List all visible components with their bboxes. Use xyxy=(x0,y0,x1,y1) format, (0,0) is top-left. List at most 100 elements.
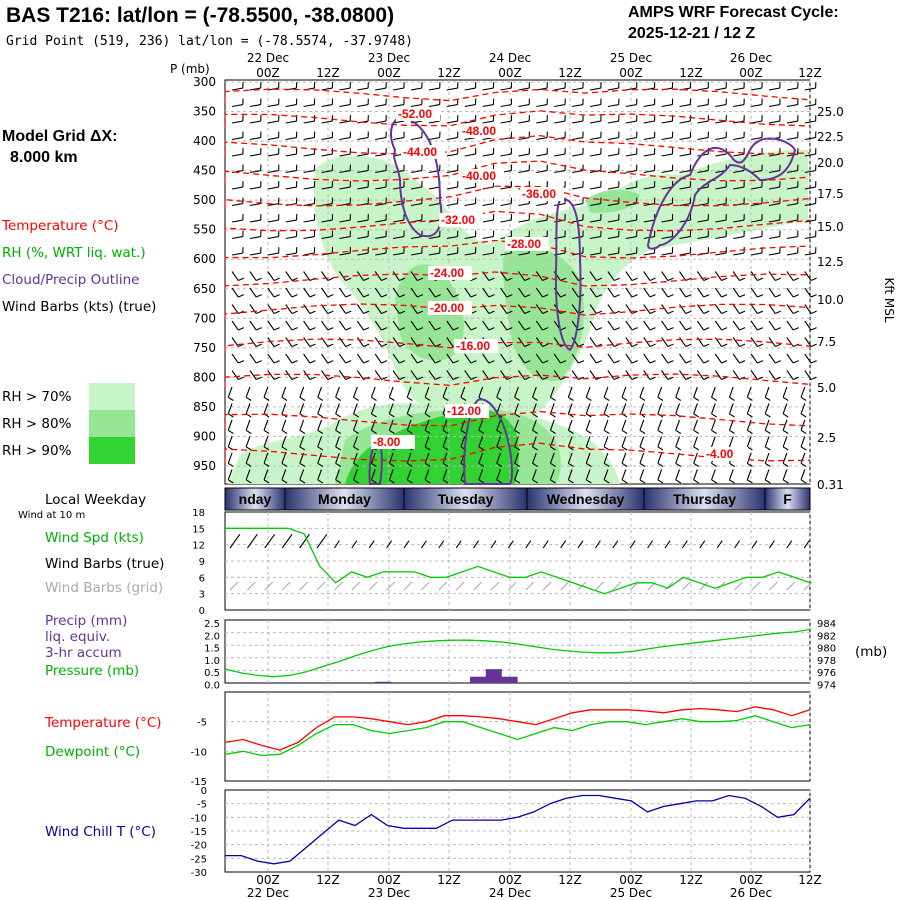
weekday-label: F xyxy=(783,491,792,507)
wind-barb-shaft xyxy=(353,436,358,448)
wind-barb-flag xyxy=(470,360,477,364)
wind-barb-shaft xyxy=(571,304,579,314)
wind-barb-shaft xyxy=(567,403,573,415)
wind-barb-shaft xyxy=(464,320,472,331)
weekday-label: Monday xyxy=(318,491,371,507)
wind-barb-flag xyxy=(649,376,656,381)
wind-barb-flag xyxy=(800,429,807,434)
wind-barb-flag xyxy=(335,446,342,451)
wind-barb-shaft xyxy=(335,452,340,464)
wind-barb-shaft xyxy=(661,287,669,298)
wind-barb-shaft xyxy=(285,252,297,256)
wind-barb-shaft xyxy=(733,252,745,256)
temperature-label-bg xyxy=(520,187,564,201)
wind-barb-flag xyxy=(649,343,656,348)
wind-barb-shaft xyxy=(715,186,727,190)
wind-barb-flag xyxy=(238,277,245,282)
wind-10m-label: Wind at 10 m xyxy=(18,510,85,521)
wind-barb-flag xyxy=(452,376,459,381)
wind-barb-shaft xyxy=(625,271,633,281)
wind-barb-shaft xyxy=(804,104,816,108)
wind-barb-shaft xyxy=(339,87,351,91)
wind-barb-flag xyxy=(631,310,638,315)
rh70-swatch xyxy=(89,383,135,410)
legend-temperature: Temperature (°C) xyxy=(1,218,119,234)
wind-barb-shaft xyxy=(478,452,484,464)
isotherm-line xyxy=(224,373,811,388)
isotherm-line xyxy=(224,410,811,428)
barb-true xyxy=(525,540,532,549)
wind-barb-flag xyxy=(649,327,656,331)
wind-barb-shaft xyxy=(643,320,651,331)
wind-barb-flag xyxy=(703,277,710,282)
wind-barb-flag xyxy=(703,310,710,315)
temperature-label: -44.00 xyxy=(403,145,437,159)
wind-barb-shaft xyxy=(356,370,365,380)
wind-barb-flag xyxy=(703,327,710,331)
bottom-date-label: 26 Dec xyxy=(730,886,772,900)
wind-barb-flag xyxy=(729,429,735,434)
wind-barb-shaft xyxy=(675,403,681,415)
temperature-label-bg xyxy=(401,145,445,159)
wind-barb-flag xyxy=(227,479,234,484)
wind-barb-shaft xyxy=(446,252,458,256)
wind-barb-shaft xyxy=(267,104,279,108)
barb-true xyxy=(629,540,636,549)
wind-barb-shaft xyxy=(321,104,333,108)
wind-barb-shaft xyxy=(585,386,591,398)
wind-barb-shaft xyxy=(496,452,502,464)
wind-barb-flag xyxy=(442,462,449,467)
wind-barb-flag xyxy=(353,413,359,418)
barb-true xyxy=(229,533,241,549)
wind-barb-shaft xyxy=(393,219,405,223)
pressure-tick-label: 976 xyxy=(817,668,836,679)
wind-barb-flag xyxy=(353,479,359,484)
cloud-outline-mid xyxy=(554,198,582,352)
wind-barb-shaft xyxy=(733,87,745,91)
wind-barb-shaft xyxy=(728,419,734,431)
wind-barb-flag xyxy=(792,277,799,282)
wind-barb-shaft xyxy=(249,203,261,207)
grid-spacing-value: 8.000 km xyxy=(10,149,78,166)
wind-barb-flag xyxy=(424,462,431,467)
wind-barb-shaft xyxy=(357,153,369,157)
isotherm-line xyxy=(224,303,811,318)
wind-barb-shaft xyxy=(442,436,448,448)
wind-barb-shaft xyxy=(410,203,422,207)
forecast-cycle-value: 2025-12-21 / 12 Z xyxy=(628,25,755,42)
wind-barb-shaft xyxy=(657,452,663,464)
temperature-label: -4.00 xyxy=(706,447,734,461)
barb-grid xyxy=(438,581,448,591)
wind-barb-shaft xyxy=(285,304,293,314)
wind-barb-shaft xyxy=(532,386,537,398)
wind-barb-flag xyxy=(621,479,628,484)
wind-barb-flag xyxy=(613,294,620,298)
wind-barb-flag xyxy=(585,396,592,401)
bottom-date-axis: 22 Dec 23 Dec 24 Dec 25 Dec 26 Dec xyxy=(247,886,772,900)
wind-barb-flag xyxy=(639,396,646,401)
wind-barb-shaft xyxy=(299,419,305,431)
wind-barb-shaft xyxy=(424,386,430,398)
wind-barb-flag xyxy=(721,343,728,348)
wind-barb-flag xyxy=(327,294,334,298)
wind-barb-flag xyxy=(729,413,735,418)
wind-barb-shaft xyxy=(535,287,544,298)
wind-barb-shaft xyxy=(715,219,727,223)
wind-barb-shaft xyxy=(231,104,243,108)
barb-true xyxy=(264,533,276,549)
wind-barb-shaft xyxy=(693,469,698,481)
isotherm-line xyxy=(224,210,811,233)
wind-barb-shaft xyxy=(657,386,663,398)
top-date-label: 26 Dec xyxy=(730,51,772,65)
wind-barb-flag xyxy=(488,294,495,298)
wind-barb-shaft xyxy=(356,353,365,364)
wind-barb-flag xyxy=(631,277,638,282)
wind-barb-shaft xyxy=(518,104,530,108)
wind-barb-flag xyxy=(568,413,574,418)
wind-barb-shaft xyxy=(464,236,476,240)
wind-barb-shaft xyxy=(285,186,297,190)
wind-barb-shaft xyxy=(804,304,812,314)
wind-barb-shaft xyxy=(482,287,490,298)
wind-barb-shaft xyxy=(500,320,508,331)
wind-barb-flag xyxy=(524,277,531,282)
